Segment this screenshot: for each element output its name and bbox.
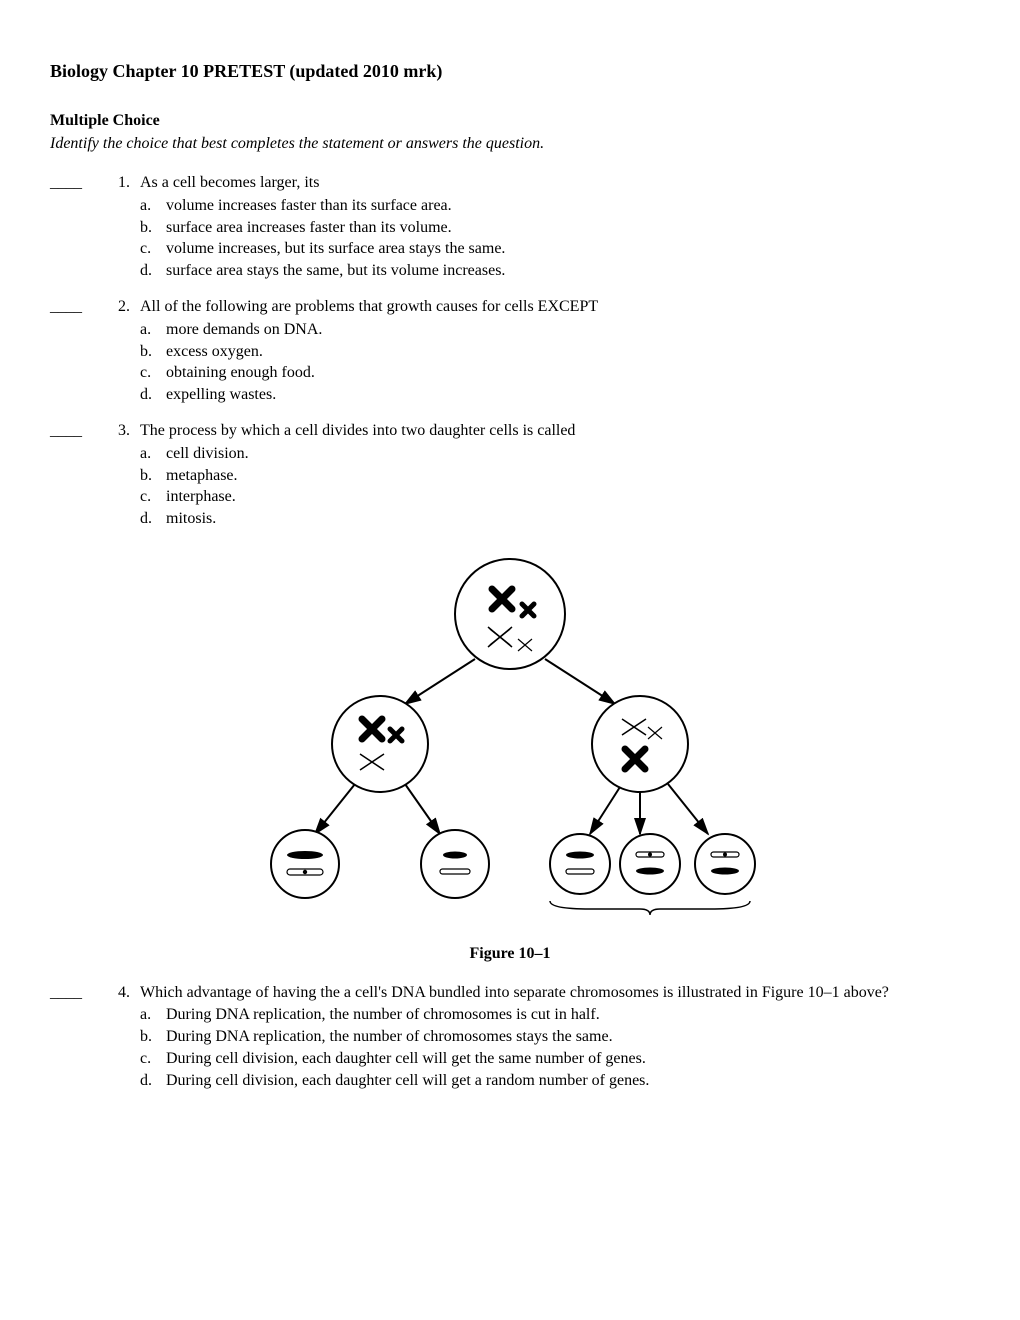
question-stem: The process by which a cell divides into…: [140, 421, 970, 442]
choice-letter: b.: [140, 342, 166, 363]
choice-text: obtaining enough food.: [166, 363, 315, 384]
choice-text: During cell division, each daughter cell…: [166, 1071, 649, 1092]
choice-letter: d.: [140, 385, 166, 406]
choice-letter: a.: [140, 196, 166, 217]
choice-text: interphase.: [166, 487, 236, 508]
choice-letter: b.: [140, 218, 166, 239]
choice-letter: c.: [140, 1049, 166, 1070]
choice-a: a.During DNA replication, the number of …: [140, 1005, 970, 1026]
question-number: 2.: [100, 297, 140, 407]
choice-a: a.volume increases faster than its surfa…: [140, 196, 970, 217]
choice-letter: c.: [140, 363, 166, 384]
cell-division-diagram: [230, 549, 790, 929]
choice-text: During cell division, each daughter cell…: [166, 1049, 646, 1070]
choice-letter: a.: [140, 1005, 166, 1026]
choice-letter: a.: [140, 320, 166, 341]
page-title: Biology Chapter 10 PRETEST (updated 2010…: [50, 60, 970, 83]
choice-letter: b.: [140, 1027, 166, 1048]
question-number: 1.: [100, 173, 140, 283]
choice-letter: c.: [140, 239, 166, 260]
question-4: ____ 4. Which advantage of having the a …: [50, 983, 970, 1093]
choice-c: c.volume increases, but its surface area…: [140, 239, 970, 260]
choice-b: b.metaphase.: [140, 466, 970, 487]
answer-blank: ____: [50, 173, 100, 283]
choice-letter: b.: [140, 466, 166, 487]
question-stem: Which advantage of having the a cell's D…: [140, 983, 970, 1004]
choice-a: a.more demands on DNA.: [140, 320, 970, 341]
figure-10-1: [50, 549, 970, 936]
choice-b: b.surface area increases faster than its…: [140, 218, 970, 239]
question-1: ____ 1. As a cell becomes larger, its a.…: [50, 173, 970, 283]
choice-text: surface area increases faster than its v…: [166, 218, 452, 239]
choice-letter: c.: [140, 487, 166, 508]
choice-a: a.cell division.: [140, 444, 970, 465]
choice-text: During DNA replication, the number of ch…: [166, 1005, 600, 1026]
figure-caption: Figure 10–1: [50, 944, 970, 965]
answer-blank: ____: [50, 297, 100, 407]
choice-letter: d.: [140, 261, 166, 282]
choice-d: d.surface area stays the same, but its v…: [140, 261, 970, 282]
choice-c: c.obtaining enough food.: [140, 363, 970, 384]
choice-text: volume increases, but its surface area s…: [166, 239, 505, 260]
answer-blank: ____: [50, 421, 100, 531]
choice-text: metaphase.: [166, 466, 238, 487]
choice-text: mitosis.: [166, 509, 216, 530]
choice-letter: d.: [140, 509, 166, 530]
question-stem: As a cell becomes larger, its: [140, 173, 970, 194]
choice-text: excess oxygen.: [166, 342, 263, 363]
question-stem: All of the following are problems that g…: [140, 297, 970, 318]
choice-text: more demands on DNA.: [166, 320, 322, 341]
choice-letter: d.: [140, 1071, 166, 1092]
choice-letter: a.: [140, 444, 166, 465]
choice-text: surface area stays the same, but its vol…: [166, 261, 505, 282]
question-2: ____ 2. All of the following are problem…: [50, 297, 970, 407]
question-number: 4.: [100, 983, 140, 1093]
answer-blank: ____: [50, 983, 100, 1093]
question-3: ____ 3. The process by which a cell divi…: [50, 421, 970, 531]
choice-text: cell division.: [166, 444, 249, 465]
choice-text: volume increases faster than its surface…: [166, 196, 452, 217]
section-instruction: Identify the choice that best completes …: [50, 134, 970, 155]
section-heading: Multiple Choice: [50, 111, 970, 132]
choice-text: expelling wastes.: [166, 385, 276, 406]
choice-b: b.During DNA replication, the number of …: [140, 1027, 970, 1048]
choice-d: d.mitosis.: [140, 509, 970, 530]
choice-d: d.expelling wastes.: [140, 385, 970, 406]
choice-d: d.During cell division, each daughter ce…: [140, 1071, 970, 1092]
choice-b: b.excess oxygen.: [140, 342, 970, 363]
choice-c: c.interphase.: [140, 487, 970, 508]
choice-c: c.During cell division, each daughter ce…: [140, 1049, 970, 1070]
question-number: 3.: [100, 421, 140, 531]
choice-text: During DNA replication, the number of ch…: [166, 1027, 613, 1048]
